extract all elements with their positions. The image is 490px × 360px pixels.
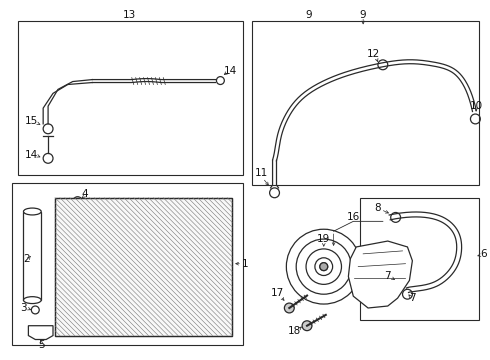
Text: 2: 2	[24, 254, 30, 264]
Text: 3: 3	[20, 303, 27, 313]
Bar	[55, 198, 232, 336]
Bar	[12, 183, 243, 345]
Text: 18: 18	[288, 326, 301, 336]
Bar	[24, 212, 41, 300]
Text: 17: 17	[271, 288, 284, 298]
Polygon shape	[348, 241, 413, 308]
Text: 7: 7	[385, 270, 391, 280]
Circle shape	[302, 321, 312, 330]
Text: 11: 11	[255, 168, 269, 178]
Text: 4: 4	[81, 189, 88, 199]
Text: 16: 16	[347, 212, 360, 222]
Text: 9: 9	[360, 10, 367, 19]
Text: 5: 5	[38, 341, 45, 350]
Text: 1: 1	[242, 259, 248, 269]
Text: 14: 14	[223, 66, 237, 76]
Polygon shape	[28, 326, 53, 339]
Text: 7: 7	[409, 293, 416, 303]
Bar	[252, 21, 479, 185]
Bar	[55, 198, 232, 336]
Text: 14: 14	[24, 150, 38, 161]
Bar	[360, 198, 479, 320]
Text: 10: 10	[470, 101, 483, 111]
Circle shape	[284, 303, 294, 313]
Text: 6: 6	[480, 249, 487, 259]
Text: 9: 9	[306, 10, 312, 19]
Ellipse shape	[24, 208, 41, 215]
Circle shape	[320, 263, 328, 271]
Text: 8: 8	[374, 203, 381, 212]
Text: 19: 19	[317, 234, 330, 244]
Text: 13: 13	[123, 10, 136, 19]
Ellipse shape	[24, 297, 41, 303]
Text: 15: 15	[24, 116, 38, 126]
Text: 12: 12	[367, 49, 380, 59]
Bar	[18, 21, 243, 175]
